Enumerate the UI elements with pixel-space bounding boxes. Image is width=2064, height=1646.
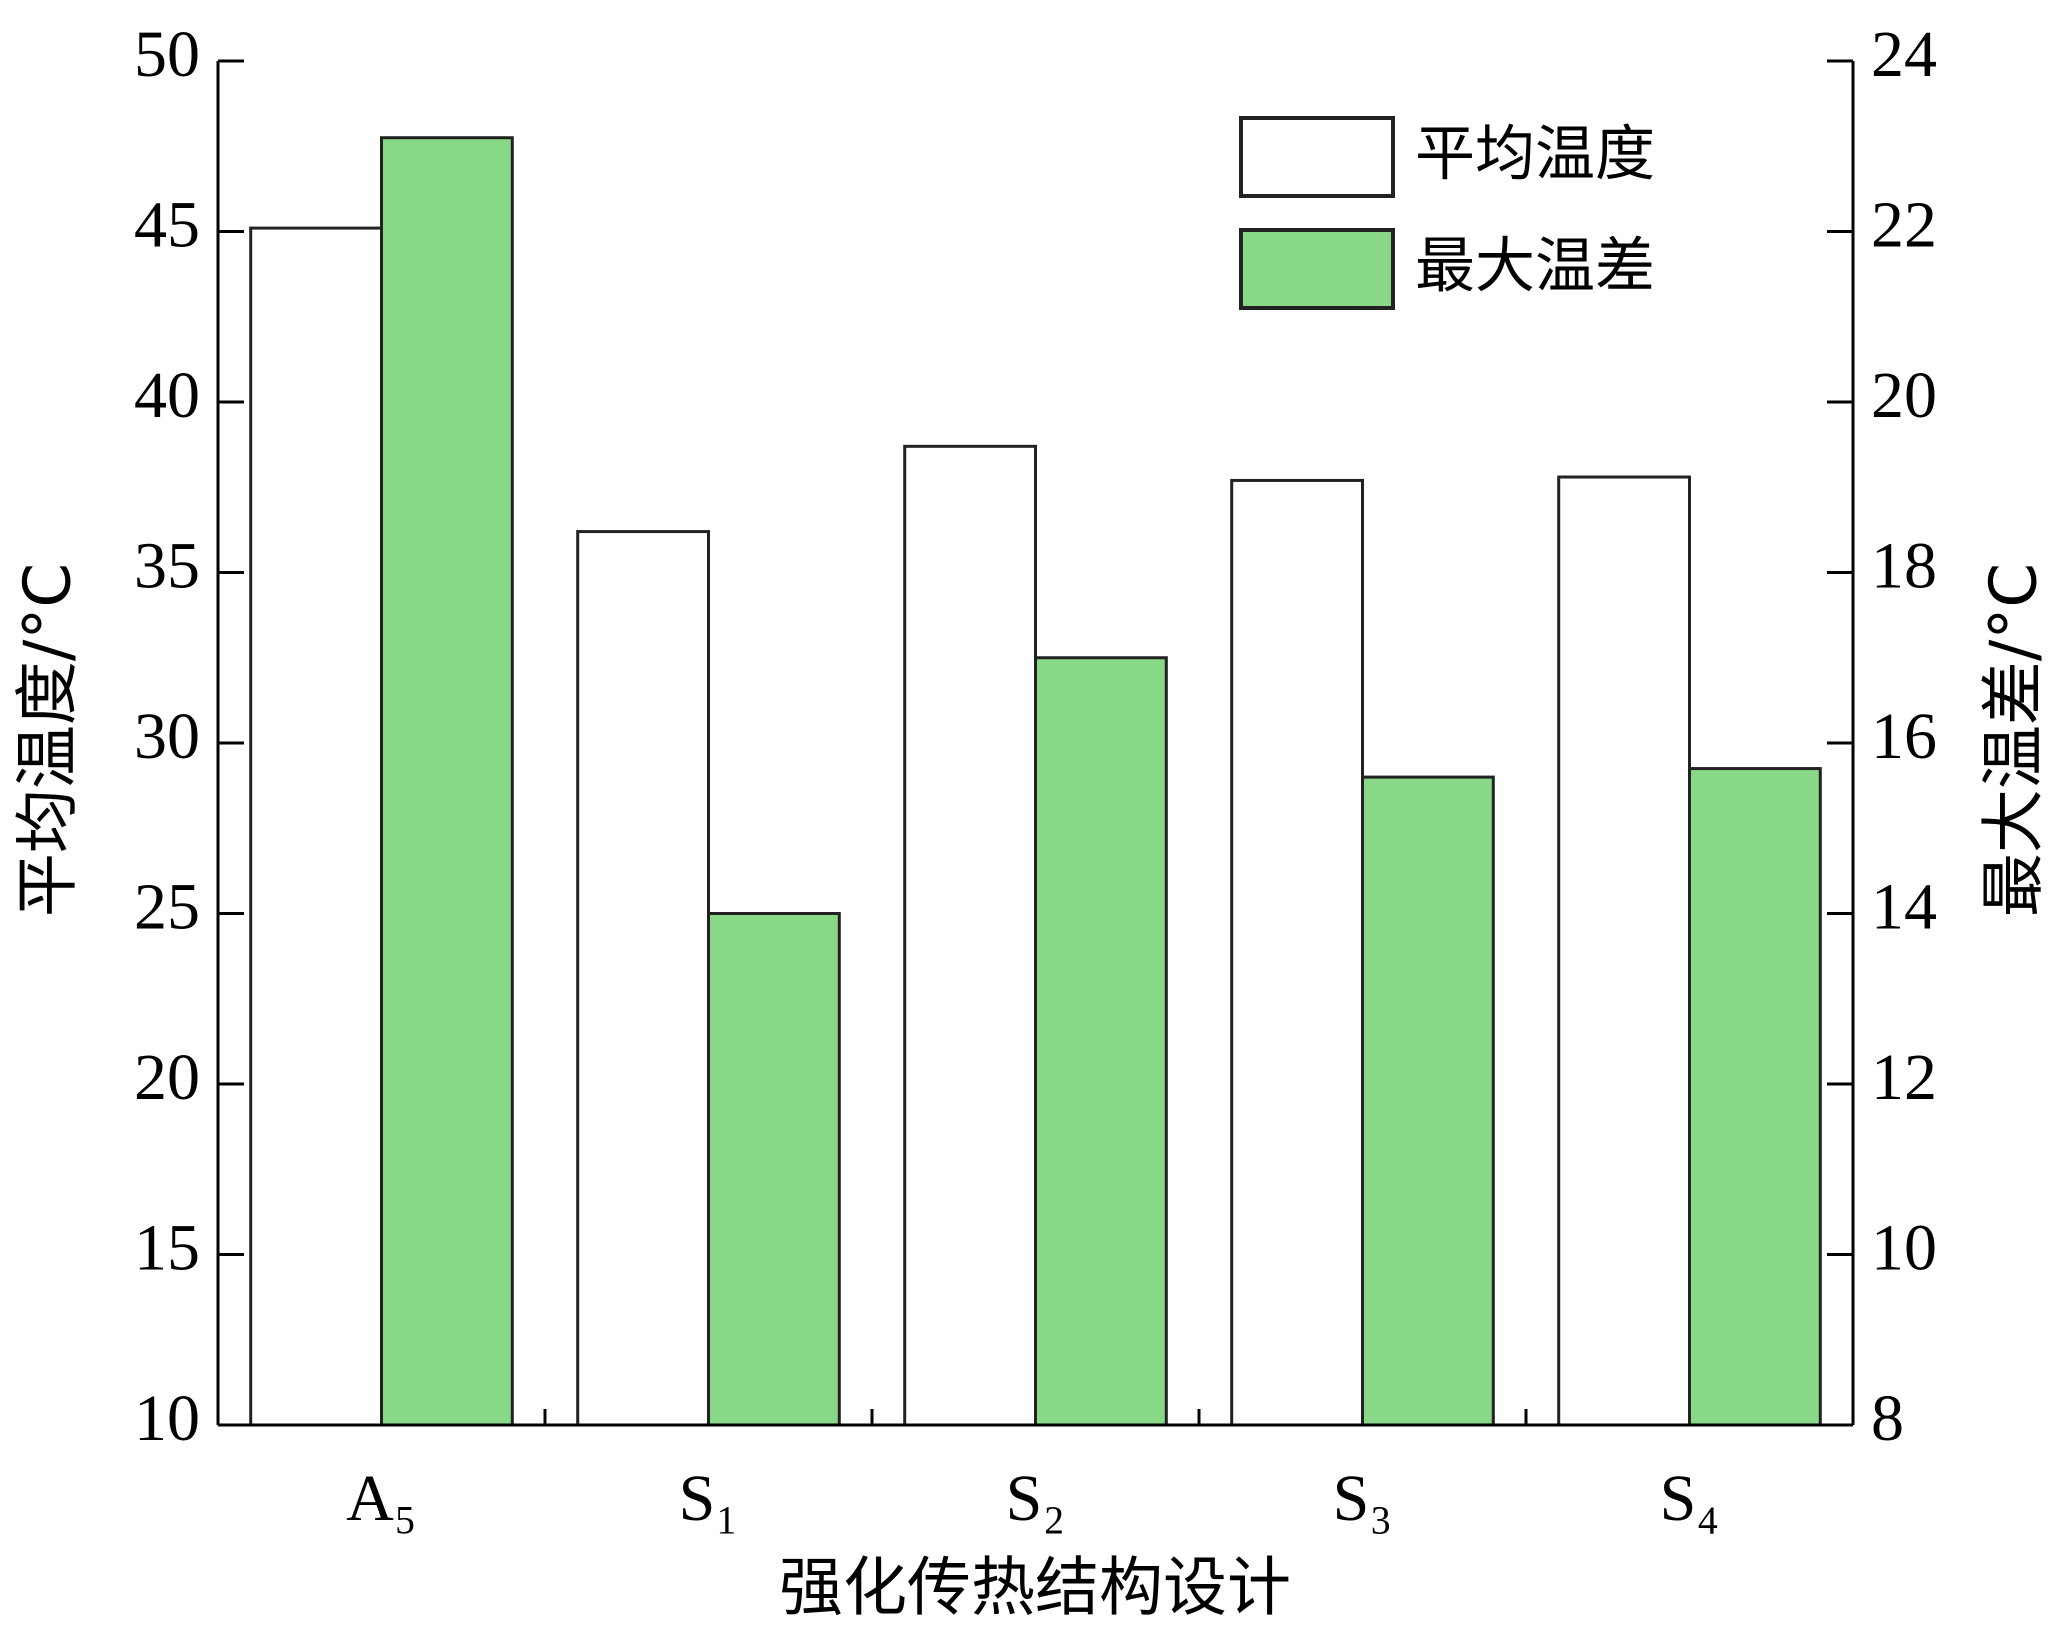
bar (249, 226, 383, 1427)
bar (1557, 475, 1691, 1427)
x-tick-label: S₄ (1660, 1462, 1720, 1535)
legend-label: 平均温度 (1415, 120, 1655, 190)
y-tick-label: 10 (134, 1382, 200, 1455)
legend-swatch (1239, 228, 1395, 310)
y-tick-label: 45 (134, 189, 200, 262)
x-axis-title: 强化传热结构设计 (779, 1552, 1291, 1626)
y-axis-title: 平均温度/°C (12, 563, 86, 917)
legend-swatch (1239, 116, 1395, 198)
y-tick-label: 35 (134, 530, 200, 603)
y2-tick-label: 24 (1871, 18, 1937, 91)
bar (1361, 775, 1495, 1427)
y2-axis-title: 最大温差/°C (1978, 563, 2052, 917)
y2-tick-label: 22 (1871, 189, 1937, 262)
bar (1034, 656, 1168, 1427)
bar (380, 136, 514, 1427)
bar (576, 530, 711, 1427)
y-tick-label: 30 (134, 700, 200, 773)
legend-label: 最大温差 (1415, 232, 1655, 302)
x-tick-label: S₁ (679, 1462, 739, 1535)
x-tick-label: S₂ (1006, 1462, 1066, 1535)
bar (707, 912, 841, 1427)
y2-tick-label: 20 (1871, 359, 1937, 432)
bar (1688, 767, 1822, 1427)
y2-tick-label: 14 (1871, 871, 1937, 944)
y-tick-label: 20 (134, 1041, 200, 1114)
x-tick-label: A₅ (346, 1462, 417, 1535)
y-tick-label: 15 (134, 1212, 200, 1285)
x-tick-label: S₃ (1333, 1462, 1393, 1535)
y2-tick-label: 18 (1871, 530, 1937, 603)
y-tick-label: 25 (134, 871, 200, 944)
y2-tick-label: 16 (1871, 700, 1937, 773)
y-tick-label: 50 (134, 18, 200, 91)
y2-tick-label: 12 (1871, 1041, 1937, 1114)
y-tick-label: 40 (134, 359, 200, 432)
y2-tick-label: 8 (1871, 1382, 1904, 1455)
y2-tick-label: 10 (1871, 1212, 1937, 1285)
bar (903, 444, 1038, 1427)
bar (1230, 478, 1364, 1427)
